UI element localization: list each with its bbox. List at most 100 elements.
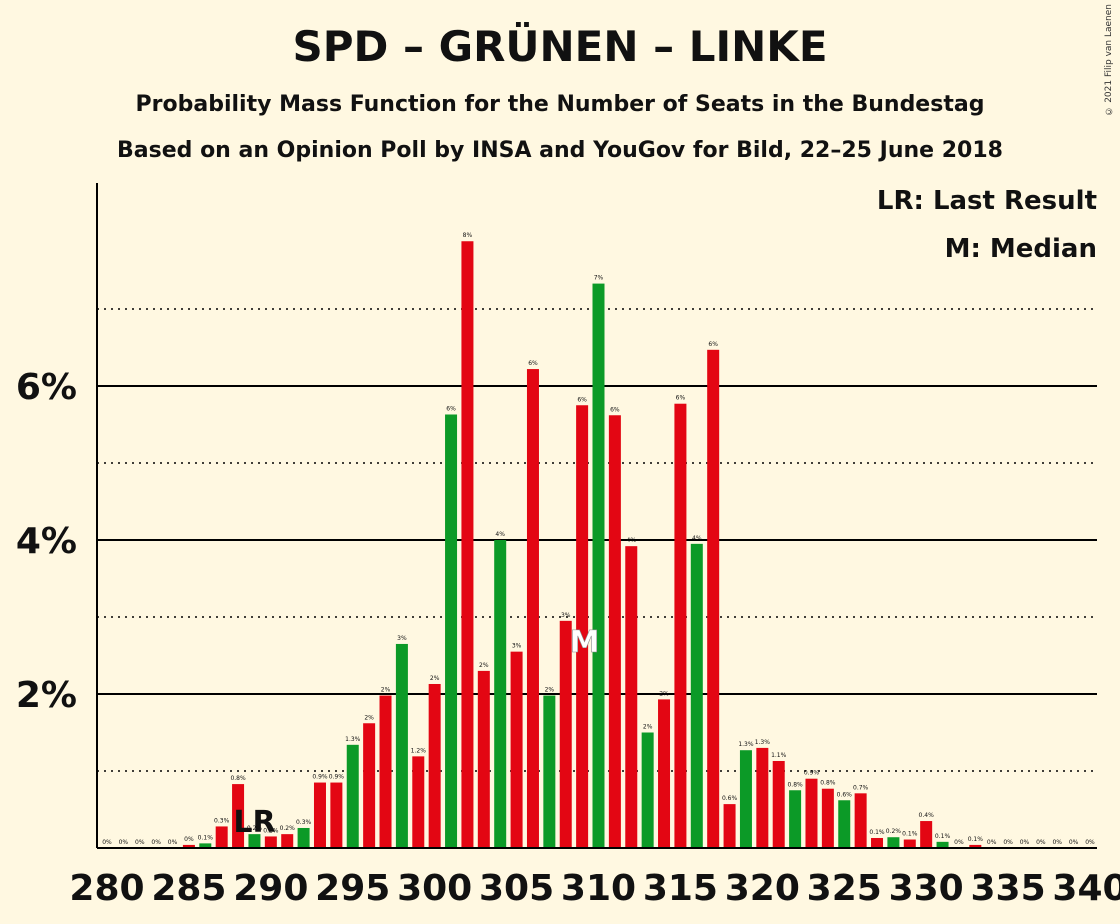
bar-value-label: 0.9% [804,770,820,777]
bar-298 [395,643,408,848]
median-marker: M [570,625,600,660]
bar-value-label: 0.4% [919,812,935,819]
bar-value-label: 0.2% [263,827,279,834]
y-tick-label: 4% [16,521,77,562]
bar-value-label: 0.6% [837,791,853,798]
bar-318 [723,804,736,848]
x-tick-label: 340 [1052,868,1120,909]
bar-285 [182,844,195,848]
bar-value-label: 0% [168,839,178,846]
bar-value-label: 7% [594,275,604,282]
bar-value-label: 2% [643,724,653,731]
bar-labels: 0% 0% 0% 0% 0% 0% 0.1%0.3%0.8%0.2% 0.2% 0.2%0.3%… [102,232,1095,846]
bar-value-label: 2% [430,675,440,682]
bar-value-label: 3% [512,643,522,650]
bar-value-label: 0.1% [902,831,918,838]
bar-303 [477,670,490,848]
bar-311 [608,415,621,848]
bar-326 [854,793,867,848]
bar-288 [232,784,245,848]
bar-value-label: 0.1% [935,833,951,840]
bar-296 [363,723,376,848]
bar-value-label: 6% [577,396,587,403]
chart-subtitle: Probability Mass Function for the Number… [135,92,985,117]
x-tick-label: 335 [971,868,1046,909]
bar-value-label: 2% [381,687,391,694]
bar-value-label: 0% [184,836,194,843]
bar-295 [346,744,359,848]
bar-value-label: 6% [528,360,538,367]
bar-value-label: 6% [708,341,718,348]
x-tick-label: 300 [397,868,472,909]
bar-310 [592,283,605,849]
bar-value-label: 4% [692,535,702,542]
bar-value-label: 0.3% [214,817,230,824]
bar-304 [494,540,507,848]
bar-331 [936,841,949,848]
bar-value-label: 0.9% [312,774,328,781]
bar-value-label: 0% [1052,839,1062,846]
bar-value-label: 0% [135,839,145,846]
bar-316 [690,543,703,848]
bar-312 [625,546,638,848]
bar-317 [707,349,720,848]
legend-median: M: Median [945,234,1097,264]
bar-293 [313,782,326,848]
last-result-marker: LR [233,805,275,840]
x-tick-label: 330 [889,868,964,909]
bar-294 [330,782,343,848]
bar-290 [264,836,277,848]
bar-329 [903,839,916,848]
bar-327 [871,837,884,848]
bar-value-label: 0.6% [722,795,738,802]
bar-value-label: 0.2% [886,828,902,835]
bar-320 [756,747,769,848]
bar-value-label: 0.9% [329,774,345,781]
bar-value-label: 6% [446,405,456,412]
bar-314 [658,699,671,848]
chart-title: SPD – GRÜNEN – LINKE [292,22,828,71]
bar-value-label: 0.8% [230,775,246,782]
bar-291 [281,834,294,848]
bar-value-label: 4% [627,537,637,544]
bar-333 [969,844,982,848]
bar-value-label: 2% [659,690,669,697]
bar-322 [789,790,802,848]
bar-value-label: 3% [397,635,407,642]
bar-value-label: 2% [479,662,489,669]
bar-value-label: 0.1% [198,834,214,841]
x-tick-label: 310 [561,868,636,909]
bar-292 [297,827,310,848]
bar-324 [821,788,834,848]
bar-value-label: 1.2% [411,747,427,754]
x-tick-label: 305 [479,868,554,909]
bar-328 [887,837,900,848]
bar-286 [199,843,212,848]
bar-313 [641,732,654,848]
bar-308 [559,620,572,848]
bar-value-label: 0% [987,839,997,846]
bar-301 [445,414,458,848]
bar-value-label: 0% [151,839,161,846]
bar-305 [510,651,523,848]
x-tick-label: 290 [233,868,308,909]
bar-300 [428,683,441,848]
bar-value-label: 0% [1069,839,1079,846]
bar-321 [772,760,785,848]
x-tick-label: 320 [725,868,800,909]
x-tick-label: 325 [807,868,882,909]
bar-319 [739,750,752,848]
bar-value-label: 0% [119,839,129,846]
bar-306 [526,369,539,848]
bar-309 [576,405,589,848]
bar-value-label: 0.8% [820,780,836,787]
bar-315 [674,403,687,848]
bar-value-label: 0% [102,839,112,846]
bar-289 [248,834,261,848]
bar-323 [805,778,818,848]
bar-value-label: 0.2% [247,825,263,832]
bar-value-label: 1.1% [771,752,787,759]
bar-302 [461,241,474,849]
bar-value-label: 3% [561,612,571,619]
